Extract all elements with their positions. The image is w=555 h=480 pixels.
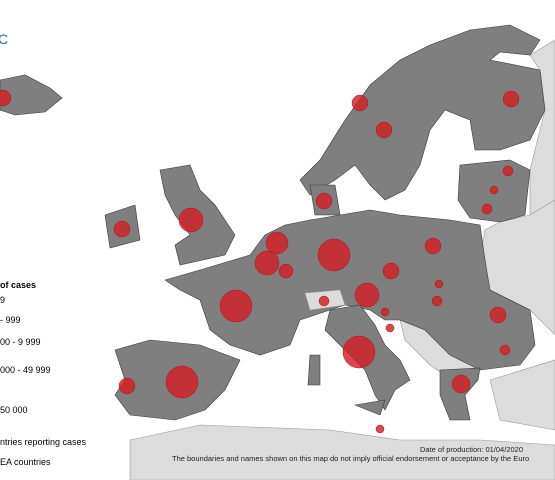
bubble [502,90,520,108]
bubble [481,203,493,215]
iceland [0,74,63,116]
legend-item: 50 000 [0,405,28,415]
bubble [489,306,507,324]
non-eea-north-africa [129,424,555,480]
bubble [219,289,253,323]
bubble [375,121,393,139]
bubble [113,220,131,238]
bubble [434,279,444,289]
case-bubbles [0,89,520,434]
bubble [451,374,471,394]
bubble [265,231,289,255]
bubble [375,424,385,434]
bubble [165,365,199,399]
bubble [118,377,136,395]
legend-item: - 999 [0,315,21,325]
bubble [317,238,351,272]
mainland [164,209,536,371]
bubble [354,282,380,308]
bubble [178,207,204,233]
bubble [351,94,369,112]
bubble [0,89,12,107]
sardinia [307,354,321,386]
bubble [342,335,376,369]
legend-item: 000 - 49 999 [0,365,51,375]
disclaimer: The boundaries and names shown on this m… [172,454,529,463]
legend-reporting: ntries reporting cases [0,437,87,447]
bubble [499,344,511,356]
bubble [431,295,443,307]
bubble [502,165,514,177]
greece [439,367,481,421]
logo-text: C [0,31,8,47]
legend-item: 9 [0,295,5,305]
bubble [254,250,280,276]
production-date: Date of production: 01/04/2020 [420,445,523,454]
bubble [385,323,395,333]
non-eea-turkey [489,359,555,431]
legend-eea: EA countries [0,457,51,467]
legend-title: of cases [0,280,36,290]
bubble [489,185,499,195]
bubble [382,262,400,280]
sicily [353,399,386,416]
bubble [318,295,330,307]
bubble [315,192,333,210]
bubble [380,307,390,317]
bubble [278,263,294,279]
bubble [424,237,442,255]
scandinavia [299,24,546,201]
legend-item: 00 - 9 999 [0,337,41,347]
